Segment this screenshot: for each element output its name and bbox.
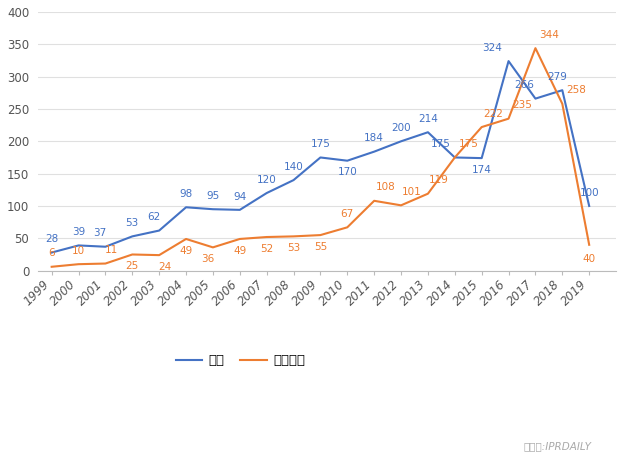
Text: 175: 175 bbox=[431, 139, 451, 149]
车辆应用 bbox=[102, 261, 109, 266]
Text: 184: 184 bbox=[364, 133, 384, 143]
Text: 200: 200 bbox=[391, 123, 411, 133]
电机 bbox=[343, 158, 351, 164]
Text: 53: 53 bbox=[287, 243, 300, 253]
电机 bbox=[559, 87, 566, 93]
车辆应用 bbox=[263, 234, 270, 240]
电机 bbox=[155, 228, 163, 234]
车辆应用 bbox=[316, 232, 324, 238]
Text: 222: 222 bbox=[483, 109, 503, 119]
Text: 10: 10 bbox=[72, 246, 85, 256]
Text: 95: 95 bbox=[206, 191, 219, 201]
Text: 53: 53 bbox=[126, 218, 139, 228]
Text: 140: 140 bbox=[283, 162, 303, 172]
Text: 98: 98 bbox=[179, 189, 193, 199]
电机 bbox=[586, 203, 593, 209]
Text: 28: 28 bbox=[45, 234, 59, 244]
电机 bbox=[209, 206, 217, 212]
Text: 55: 55 bbox=[314, 242, 327, 252]
Text: 40: 40 bbox=[583, 254, 596, 264]
电机 bbox=[505, 58, 512, 64]
Text: 344: 344 bbox=[540, 30, 559, 40]
电机 bbox=[263, 190, 270, 196]
Text: 175: 175 bbox=[459, 139, 478, 149]
Line: 车辆应用: 车辆应用 bbox=[52, 48, 589, 267]
车辆应用 bbox=[451, 155, 459, 160]
车辆应用 bbox=[183, 236, 190, 242]
电机 bbox=[290, 177, 297, 183]
Text: 24: 24 bbox=[158, 262, 171, 272]
车辆应用 bbox=[586, 242, 593, 248]
车辆应用 bbox=[424, 191, 432, 196]
Text: 49: 49 bbox=[233, 246, 247, 256]
车辆应用 bbox=[128, 251, 136, 257]
车辆应用 bbox=[343, 225, 351, 230]
Text: 101: 101 bbox=[402, 187, 422, 197]
车辆应用 bbox=[478, 124, 485, 130]
Text: 120: 120 bbox=[257, 175, 277, 185]
电机 bbox=[48, 250, 55, 255]
Legend: 电机, 车辆应用: 电机, 车辆应用 bbox=[170, 349, 311, 373]
Text: 119: 119 bbox=[429, 175, 449, 185]
Text: 324: 324 bbox=[482, 43, 502, 53]
电机 bbox=[371, 149, 378, 155]
车辆应用 bbox=[290, 234, 297, 239]
Text: 258: 258 bbox=[566, 86, 586, 95]
电机 bbox=[236, 207, 244, 213]
车辆应用 bbox=[371, 198, 378, 204]
车辆应用 bbox=[48, 264, 55, 270]
电机 bbox=[478, 155, 485, 161]
电机 bbox=[451, 155, 459, 160]
电机 bbox=[128, 234, 136, 239]
车辆应用 bbox=[531, 45, 539, 51]
电机 bbox=[183, 204, 190, 210]
Text: 214: 214 bbox=[418, 114, 438, 124]
Text: 108: 108 bbox=[376, 182, 395, 193]
Text: 67: 67 bbox=[341, 209, 354, 219]
电机 bbox=[397, 139, 405, 144]
Text: 62: 62 bbox=[147, 212, 160, 222]
电机 bbox=[531, 96, 539, 102]
车辆应用 bbox=[397, 203, 405, 208]
Text: 170: 170 bbox=[338, 167, 357, 177]
Text: 279: 279 bbox=[547, 72, 567, 82]
电机 bbox=[424, 129, 432, 135]
车辆应用 bbox=[505, 116, 512, 121]
Text: 36: 36 bbox=[201, 254, 214, 264]
电机 bbox=[316, 155, 324, 160]
电机 bbox=[102, 244, 109, 250]
车辆应用 bbox=[75, 261, 82, 267]
Text: 174: 174 bbox=[472, 165, 492, 175]
Text: 94: 94 bbox=[233, 191, 247, 202]
Text: 49: 49 bbox=[179, 246, 193, 256]
车辆应用 bbox=[559, 101, 566, 107]
Text: 6: 6 bbox=[49, 249, 55, 259]
Text: 100: 100 bbox=[579, 188, 599, 198]
车辆应用 bbox=[236, 236, 244, 242]
Text: 175: 175 bbox=[310, 139, 330, 149]
电机 bbox=[75, 243, 82, 248]
Text: 235: 235 bbox=[513, 100, 533, 110]
Text: 39: 39 bbox=[72, 227, 85, 237]
Text: 52: 52 bbox=[260, 243, 273, 254]
Line: 电机: 电机 bbox=[52, 61, 589, 252]
车辆应用 bbox=[155, 252, 163, 258]
Text: 266: 266 bbox=[515, 80, 535, 90]
Text: 37: 37 bbox=[93, 228, 107, 238]
Text: 微信号:IPRDAILY: 微信号:IPRDAILY bbox=[524, 441, 592, 451]
Text: 25: 25 bbox=[126, 261, 139, 271]
Text: 11: 11 bbox=[104, 245, 118, 255]
车辆应用 bbox=[209, 244, 217, 250]
